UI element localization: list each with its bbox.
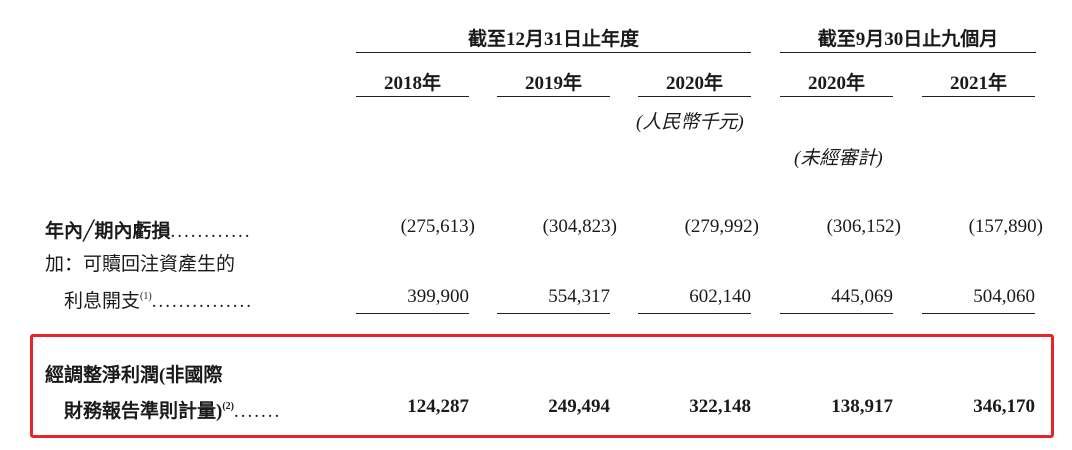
row-adjusted-value-2020-fy: 322,148 [689,396,751,417]
row-loss-value-2019: (304,823) [542,216,617,237]
sum-rule-2020-9m [780,313,893,314]
sum-rule-2020-fy [638,313,751,314]
row-adjusted-value-2019: 249,494 [548,396,610,417]
row-loss-value-2018: (275,613) [400,216,475,237]
row-add-value-2019: 554,317 [548,286,610,307]
row-loss-value-2020-fy: (279,992) [684,216,759,237]
row-adjusted-dots: ....... [234,401,282,422]
sum-rule-2018 [356,313,469,314]
currency-note: (人民幣千元) [636,112,744,133]
row-adjusted-label-line2: 財務報告準則計量)(2)....... [64,396,281,423]
row-adjusted-value-2021-9m: 346,170 [973,396,1035,417]
row-add-label-line1: 加：可贖回注資產生的 [45,254,236,275]
year-header-2021-9m-rule [922,96,1035,97]
year-header-2020-fy-rule [638,96,751,97]
row-adjusted-value-2018: 124,287 [407,396,469,417]
footnote-2-marker: (2) [222,401,234,412]
year-header-2020-9m-rule [780,96,893,97]
year-header-2021-9m: 2021年 [949,73,1007,94]
row-adjusted-label-line1: 經調整淨利潤(非國際 [45,365,223,386]
row-loss-label: 年內╱期內虧損............ [45,216,251,243]
row-add-text: 利息開支 [64,291,141,312]
group-header-nine-months-rule [780,52,1036,53]
highlight-box [30,334,1054,438]
row-loss-dots: ............ [170,221,252,242]
year-header-2019-rule [497,96,610,97]
group-header-fiscal-year-rule [356,52,751,53]
row-adjusted-value-2020-9m: 138,917 [831,396,893,417]
row-adjusted-text: 財務報告準則計量) [64,401,223,422]
year-header-2019: 2019年 [524,73,582,94]
row-loss-text: 年內╱期內虧損 [45,221,171,242]
group-header-fiscal-year: 截至12月31日止年度 [467,29,639,50]
unaudited-note: (未經審計) [794,148,883,169]
row-add-value-2020-fy: 602,140 [689,286,751,307]
footnote-1-marker: (1) [140,291,152,302]
row-add-value-2018: 399,900 [407,286,469,307]
row-loss-value-2021-9m: (157,890) [968,216,1043,237]
sum-rule-2019 [497,313,610,314]
year-header-2020-9m: 2020年 [807,73,865,94]
group-header-nine-months: 截至9月30日止九個月 [817,29,999,50]
year-header-2020-fy: 2020年 [665,73,723,94]
row-loss-value-2020-9m: (306,152) [826,216,901,237]
row-add-label-line2: 利息開支(1)............... [64,286,253,313]
row-add-dots: ............... [151,291,253,312]
year-header-2018: 2018年 [383,73,441,94]
year-header-2018-rule [356,96,469,97]
row-add-value-2020-9m: 445,069 [831,286,893,307]
row-add-value-2021-9m: 504,060 [973,286,1035,307]
sum-rule-2021-9m [922,313,1035,314]
